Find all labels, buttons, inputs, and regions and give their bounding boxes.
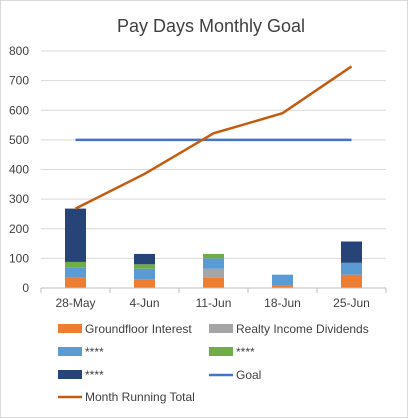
bar-segment — [134, 253, 155, 265]
legend-label: Realty Income Dividends — [236, 322, 369, 336]
chart-title: Pay Days Monthly Goal — [117, 16, 305, 36]
y-tick-label: 600 — [9, 103, 29, 117]
bar-segment — [203, 253, 224, 259]
bar-segment — [341, 241, 362, 263]
bar-segment — [134, 279, 155, 288]
legend-label: **** — [85, 368, 104, 382]
x-tick-label: 4-Jun — [129, 296, 159, 310]
bar-segment — [203, 258, 224, 269]
bar-segment — [203, 268, 224, 278]
legend-label: Groundfloor Interest — [85, 322, 192, 336]
bar-segment — [65, 208, 86, 262]
legend-swatch — [58, 370, 82, 379]
legend: Groundfloor Interest Realty Income Divide… — [58, 322, 369, 404]
y-tick-label: 200 — [9, 222, 29, 236]
series-line — [74, 65, 353, 210]
y-tick-label: 800 — [9, 44, 29, 58]
y-tick-label: 0 — [22, 281, 29, 295]
y-tick-label: 400 — [9, 163, 29, 177]
legend-label: Goal — [236, 368, 261, 382]
legend-swatch — [209, 324, 233, 333]
x-tick-label: 18-Jun — [264, 296, 301, 310]
x-tick-label: 11-Jun — [196, 296, 232, 310]
bar-segment — [65, 261, 86, 268]
bar-segment — [65, 277, 86, 288]
bar-segment — [272, 274, 293, 286]
y-tick-label: 100 — [9, 251, 29, 265]
legend-swatch — [209, 347, 233, 356]
bar-segment — [203, 277, 224, 288]
bar-segment — [341, 274, 362, 288]
bar-segment — [272, 285, 293, 288]
bar-segment — [134, 268, 155, 280]
x-tick-label: 25-Jun — [333, 296, 370, 310]
y-tick-label: 500 — [9, 133, 29, 147]
legend-swatch — [58, 324, 82, 333]
gridlines — [41, 50, 386, 259]
legend-label: **** — [85, 345, 104, 359]
line-series — [74, 65, 353, 210]
bar-series — [65, 208, 362, 288]
legend-swatch — [58, 347, 82, 356]
legend-label: **** — [236, 345, 255, 359]
bar-segment — [134, 264, 155, 269]
axes: 0 100 200 300 400 500 600 700 800 28-May 4-Jun 11-J… — [9, 44, 387, 310]
legend-label: Month Running Total — [85, 390, 195, 404]
bar-segment — [65, 267, 86, 278]
y-tick-label: 700 — [9, 74, 29, 88]
x-tick-label: 28-May — [55, 296, 95, 310]
y-tick-label: 300 — [9, 192, 29, 206]
bar-segment — [341, 262, 362, 275]
